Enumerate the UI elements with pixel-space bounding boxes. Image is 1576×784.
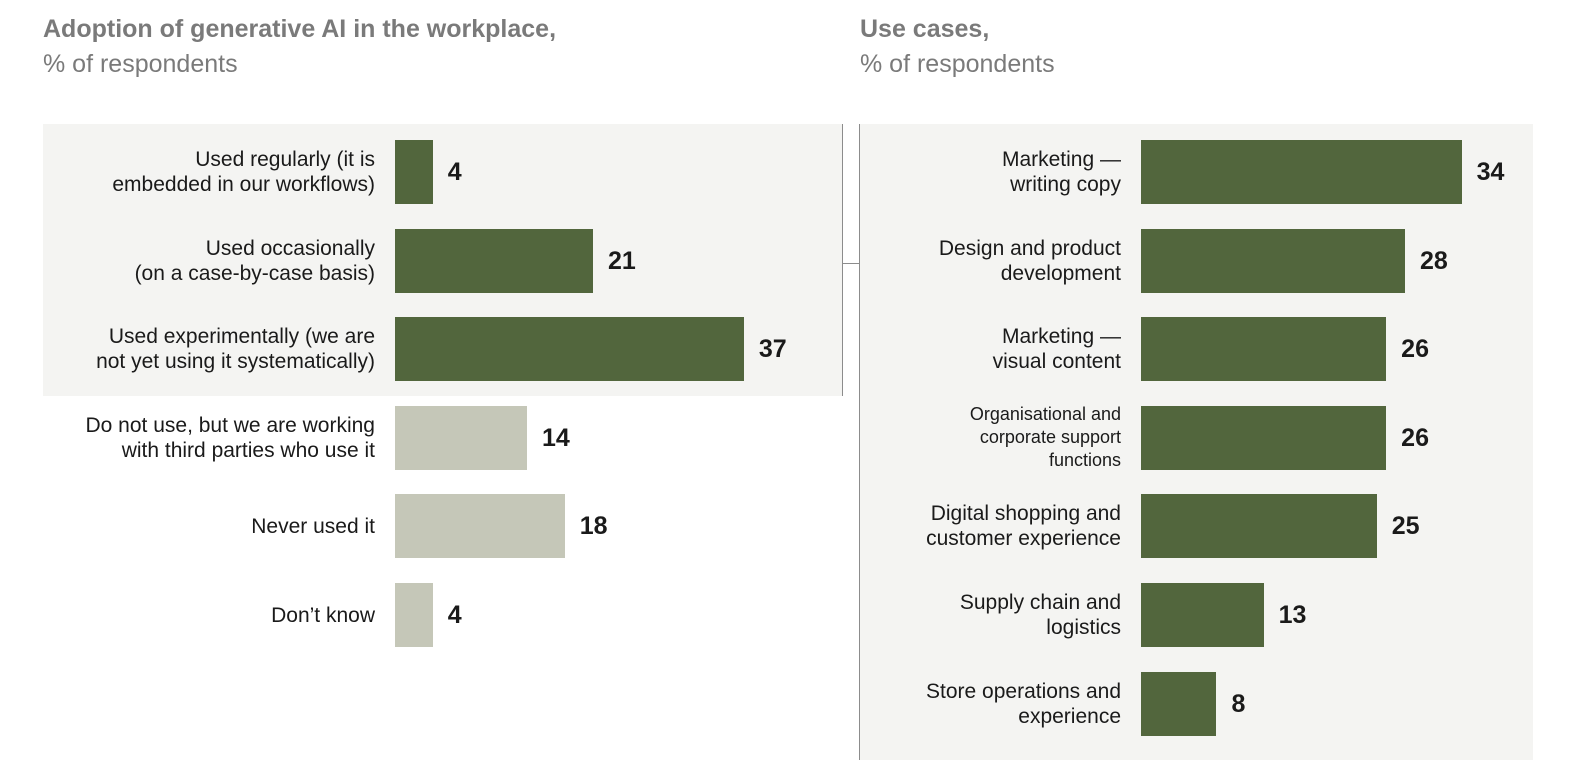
data-label: 13: [1278, 601, 1307, 629]
bar-row: Store operations and experience 8: [0, 671, 1576, 737]
data-label: 18: [579, 512, 608, 541]
bar-row: Design and product development 28: [0, 228, 1576, 294]
bar: [1141, 671, 1217, 736]
category-label: Marketing — visual content: [992, 325, 1121, 374]
bar: [1141, 494, 1377, 559]
bar-row: Marketing — writing copy 34: [0, 139, 1576, 205]
category-label: Used occasionally (on a case-by-case bas…: [134, 236, 375, 285]
bar: [1141, 583, 1264, 647]
bar-row: Do not use, but we are working with thir…: [0, 405, 1576, 471]
data-label: 28: [1420, 246, 1448, 275]
bracket-line: [842, 124, 843, 396]
category-label: Digital shopping and customer experience: [926, 502, 1121, 551]
category-label: Design and product development: [938, 236, 1121, 285]
left-chart-title: Adoption of generative AI in the workpla…: [43, 12, 556, 82]
data-label: 34: [1476, 158, 1505, 186]
bar-row: Marketing — visual content 26: [0, 316, 1576, 382]
category-label: Supply chain and logistics: [959, 591, 1121, 639]
bar: [395, 228, 594, 293]
category-label: Do not use, but we are working with thir…: [85, 413, 376, 462]
bracket-connector: [842, 263, 860, 264]
bar-row: Don’t know 4: [0, 582, 1576, 648]
category-label: Never used it: [251, 514, 375, 538]
bar: [1141, 317, 1387, 382]
bar-row: Used regularly (it is embedded in our wo…: [0, 139, 1576, 205]
category-label: Organisational and corporate support fun…: [969, 404, 1121, 471]
left-chart-subtitle: % of respondents: [43, 50, 238, 78]
bar: [395, 583, 433, 647]
bar: [395, 317, 744, 382]
data-label: 26: [1401, 335, 1429, 364]
bar-row: Used experimentally (we are not yet usin…: [0, 316, 1576, 382]
category-label: Marketing — writing copy: [1001, 148, 1121, 196]
data-label: 4: [447, 158, 462, 186]
bar: [395, 405, 528, 470]
bar-row: Supply chain and logistics 13: [0, 582, 1576, 648]
left-chart-title-text: Adoption of generative AI in the workpla…: [43, 15, 557, 43]
right-chart-title: Use cases, % of respondents: [860, 12, 1055, 82]
bar-row: Organisational and corporate support fun…: [0, 404, 1576, 471]
use-cases-divider: [859, 124, 860, 760]
bar-row: Digital shopping and customer experience…: [0, 493, 1576, 559]
bar-row: Never used it 18: [0, 493, 1576, 559]
bar: [1141, 140, 1462, 204]
category-label: Don’t know: [271, 603, 375, 627]
category-label: Used experimentally (we are not yet usin…: [96, 325, 375, 374]
right-chart-title-text: Use cases,: [860, 15, 990, 43]
bar-row: Used occasionally (on a case-by-case bas…: [0, 228, 1576, 294]
right-chart-subtitle: % of respondents: [860, 50, 1055, 78]
data-label: 25: [1391, 512, 1420, 541]
data-label: 21: [608, 246, 636, 275]
data-label: 4: [447, 601, 462, 629]
data-label: 14: [542, 423, 570, 452]
bar: [1141, 405, 1387, 470]
data-label: 8: [1231, 689, 1246, 718]
bar: [395, 140, 433, 204]
bar: [395, 494, 565, 559]
data-label: 26: [1401, 423, 1429, 452]
category-label: Store operations and experience: [926, 679, 1121, 728]
data-label: 37: [758, 335, 787, 364]
category-label: Used regularly (it is embedded in our wo…: [112, 148, 375, 196]
bar: [1141, 228, 1406, 293]
